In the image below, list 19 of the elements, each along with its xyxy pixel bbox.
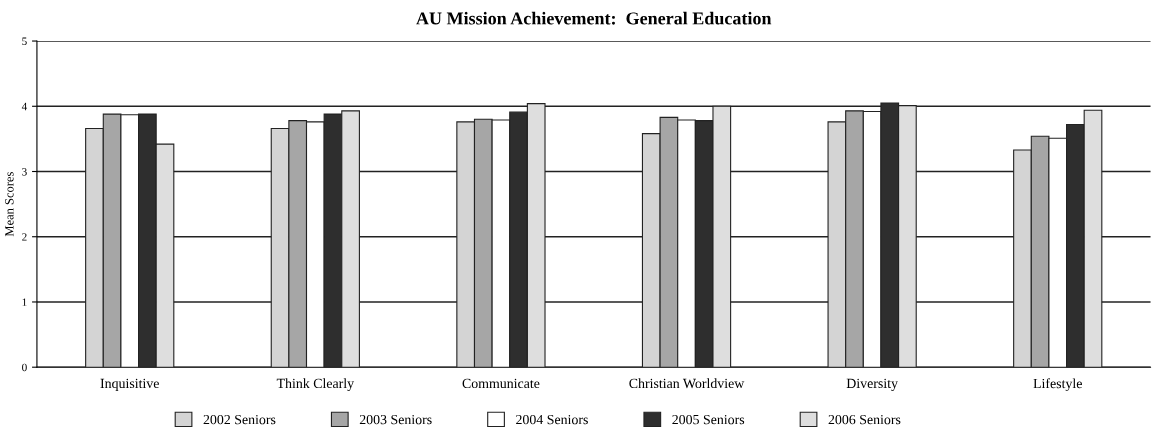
x-tick-label: Lifestyle xyxy=(1033,378,1082,392)
x-tick-label: Diversity xyxy=(846,378,898,391)
legend-label: 2002 Seniors xyxy=(203,414,276,425)
legend-label: 2004 Seniors xyxy=(516,414,588,425)
x-tick-label: Think Clearly xyxy=(276,378,355,391)
y-tick-label: 0 xyxy=(22,363,27,372)
y-tick-label: 4 xyxy=(21,102,28,111)
x-tick-label: Christian Worldview xyxy=(629,378,745,389)
x-tick-label: Inquisitive xyxy=(100,378,159,391)
x-tick-label: Communicate xyxy=(462,378,540,389)
chart-title: AU Mission Achievement: General Education xyxy=(416,11,772,25)
legend-label: 2005 Seniors xyxy=(672,414,745,425)
y-tick-label: 2 xyxy=(22,233,27,241)
y-tick-label: 1 xyxy=(22,298,27,306)
legend-label: 2006 Seniors xyxy=(828,414,901,425)
y-axis-title: Mean Scores xyxy=(5,172,14,237)
y-tick-label: 5 xyxy=(22,37,27,45)
y-tick-label: 3 xyxy=(22,168,27,176)
legend-label: 2003 Seniors xyxy=(359,414,432,425)
